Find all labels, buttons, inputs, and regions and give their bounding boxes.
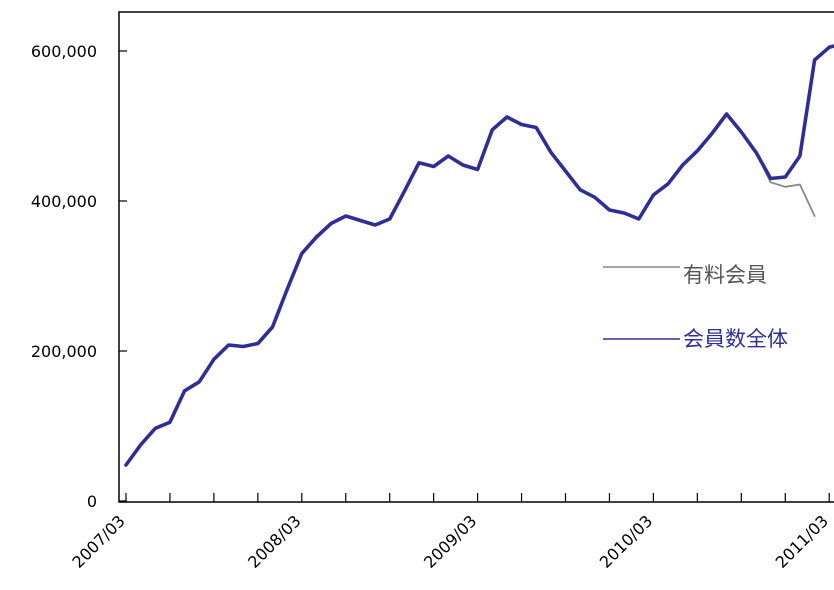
y-tick-label: 0 [87, 492, 97, 511]
legend: 有料会員 会員数全体 [603, 263, 788, 351]
legend-label-paid: 有料会員 [683, 263, 767, 287]
series-layer [124, 44, 834, 467]
y-axis: 0 200,000 400,000 600,000 [31, 42, 127, 511]
series-line-total [124, 44, 834, 467]
x-tick-label: 2009/03 [420, 511, 480, 571]
x-tick-label: 2008/03 [244, 511, 304, 571]
plot-frame [118, 11, 834, 503]
y-tick-label: 400,000 [31, 192, 97, 211]
x-axis: 2007/03 2008/03 2009/03 2010/03 2011/03 [68, 493, 832, 572]
x-tick-label: 2007/03 [68, 511, 128, 571]
x-tick-label: 2011/03 [772, 511, 832, 571]
y-tick-label: 600,000 [31, 42, 97, 61]
legend-label-total: 会員数全体 [683, 327, 788, 351]
y-tick-label: 200,000 [31, 342, 97, 361]
x-tick-label: 2010/03 [596, 511, 656, 571]
